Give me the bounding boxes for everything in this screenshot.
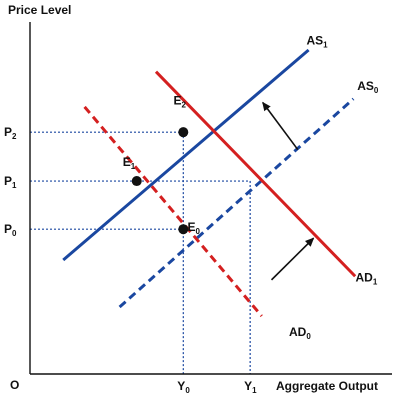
- shift-arrow-0: [262, 101, 299, 151]
- equilibrium-points: [131, 127, 189, 235]
- labels: AS1 AS0 AD1 AD0 E2 E1 E0 P2 P1 P0 Y0 Y1: [4, 34, 379, 395]
- axes: [29, 22, 392, 375]
- curve-as-1: [62, 48, 310, 262]
- curve-label-as-1: AS1: [307, 34, 329, 50]
- x-tick-y1: Y1: [244, 379, 257, 395]
- curve-ad-1: [154, 70, 357, 278]
- x-tick-y0: Y0: [177, 379, 190, 395]
- x-axis-label: Aggregate Output: [276, 379, 378, 393]
- curve-label-ad-0: AD0: [289, 325, 311, 341]
- point-label-e0: E0: [188, 220, 201, 236]
- shift-arrow-1: [270, 237, 315, 281]
- shift-arrows: [262, 101, 315, 281]
- origin-label: O: [10, 378, 19, 392]
- point-label-e1: E1: [123, 155, 136, 171]
- curve-label-as-0: AS0: [357, 79, 379, 95]
- y-axis-label: Price Level: [8, 3, 71, 17]
- curves: [62, 48, 357, 318]
- curve-label-ad-1: AD1: [356, 271, 378, 287]
- y-tick-p2: P2: [4, 125, 17, 141]
- equilibrium-point-2: [178, 127, 189, 138]
- y-tick-p0: P0: [4, 222, 17, 238]
- curve-as-0: [118, 97, 355, 309]
- guide-lines: [30, 131, 251, 374]
- equilibrium-point-0: [178, 224, 189, 235]
- y-tick-p1: P1: [4, 174, 17, 190]
- equilibrium-point-1: [131, 176, 142, 187]
- point-label-e2: E2: [174, 93, 187, 109]
- curve-ad-0: [83, 105, 263, 318]
